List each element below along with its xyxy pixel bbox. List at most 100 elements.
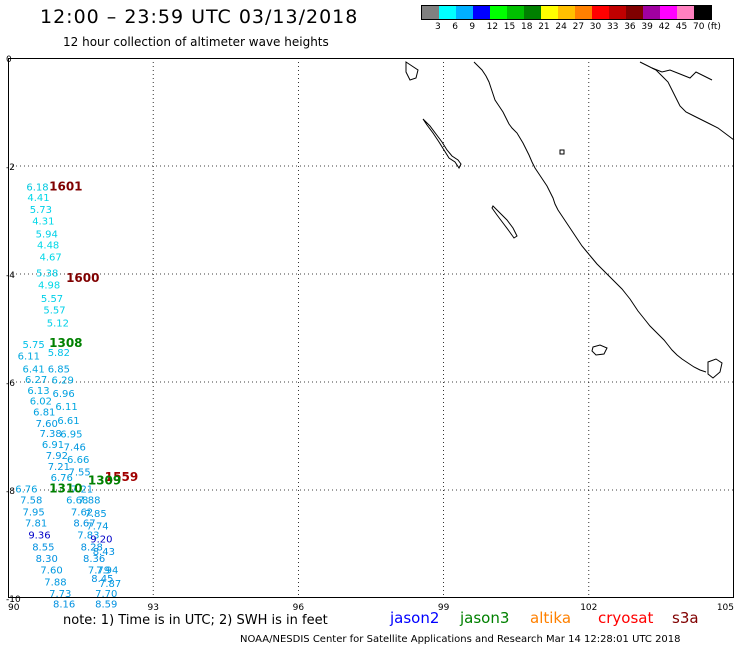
y-tick-label: -4 bbox=[6, 271, 15, 281]
color-scale-label: 45 bbox=[675, 22, 688, 32]
wave-height-value: 7.60 bbox=[36, 419, 58, 430]
wave-height-value: 8.67 bbox=[73, 519, 95, 530]
wave-height-value: 7.55 bbox=[69, 467, 91, 478]
pass-time-label: 1600 bbox=[66, 271, 99, 285]
wave-height-value: 6.96 bbox=[53, 389, 75, 400]
satellite-legend-jason3: jason3 bbox=[460, 609, 510, 627]
x-tick-label: 93 bbox=[147, 603, 158, 613]
coastline-peninsula bbox=[422, 118, 462, 169]
pass-time-label: 1309 bbox=[88, 474, 121, 488]
wave-height-value: 7.38 bbox=[39, 429, 61, 440]
wave-height-value: 4.67 bbox=[39, 253, 61, 264]
color-scale-labels: 3 6 9 12 15 18 21 24 27 30 33 36 39 42 45 70 (ft) bbox=[421, 22, 740, 36]
color-swatch bbox=[524, 6, 541, 19]
wave-height-value: 6.11 bbox=[55, 402, 77, 413]
wave-height-value: 8.45 bbox=[91, 574, 113, 585]
color-scale-label: 24 bbox=[555, 22, 567, 32]
satellite-legend-altika: altika bbox=[530, 609, 572, 627]
coastline-lake-a bbox=[405, 61, 419, 81]
color-scale-label: 70 (ft) bbox=[693, 22, 721, 32]
wave-height-value: 7.58 bbox=[20, 496, 42, 507]
x-tick-label: 102 bbox=[580, 603, 597, 613]
wave-height-value: 6.85 bbox=[48, 364, 70, 375]
map-frame bbox=[8, 58, 734, 598]
wave-height-value: 5.57 bbox=[41, 294, 63, 305]
wave-height-value: 7.92 bbox=[46, 451, 68, 462]
y-tick-label: -6 bbox=[6, 379, 15, 389]
wave-height-value: 7.81 bbox=[25, 519, 47, 530]
observation-labels: 6.184.415.734.31 5.944.484.67 5.384.98 5.57… bbox=[15, 179, 138, 610]
wave-height-value: 6.81 bbox=[33, 407, 55, 418]
wave-height-value: 7.21 bbox=[48, 462, 70, 473]
wave-height-value: 7.60 bbox=[40, 566, 62, 577]
wave-height-value: 5.12 bbox=[47, 318, 69, 329]
page-title: 12:00 – 23:59 UTC 03/13/2018 bbox=[40, 6, 359, 28]
wave-height-value: 5.82 bbox=[48, 348, 70, 359]
y-tick-label: -8 bbox=[6, 487, 15, 497]
pass-time-label: 1601 bbox=[49, 179, 82, 193]
wave-height-value: 6.41 bbox=[23, 364, 45, 375]
color-swatch bbox=[456, 6, 473, 19]
coastline-island-b bbox=[591, 344, 608, 356]
wave-height-value: 7.94 bbox=[96, 566, 118, 577]
coastline-lake-b bbox=[559, 149, 565, 155]
color-swatch bbox=[609, 6, 626, 19]
color-swatch bbox=[558, 6, 575, 19]
wave-height-value: 4.48 bbox=[37, 241, 59, 252]
wave-height-value: 7.79 bbox=[88, 566, 110, 577]
coastline-island-a bbox=[491, 205, 518, 239]
footer-note: note: 1) Time is in UTC; 2) SWH is in fe… bbox=[63, 613, 328, 628]
credit-line: NOAA/NESDIS Center for Satellite Applica… bbox=[240, 634, 681, 645]
wave-height-value: 7.62 bbox=[71, 507, 93, 518]
wave-height-value: 8.59 bbox=[95, 600, 117, 611]
wave-height-value: 8.43 bbox=[93, 547, 115, 558]
x-tick-label: 105 bbox=[717, 603, 734, 613]
color-scale-label: 27 bbox=[572, 22, 585, 32]
color-swatch bbox=[439, 6, 456, 19]
wave-height-value: 4.41 bbox=[27, 193, 49, 204]
wave-height-value: 4.31 bbox=[32, 216, 54, 227]
wave-height-value: 6.76 bbox=[51, 473, 73, 484]
wave-height-value: 5.75 bbox=[23, 340, 45, 351]
wave-height-value: 7.70 bbox=[95, 589, 117, 600]
color-scale-label: 6 bbox=[452, 22, 458, 32]
color-scale-label: 21 bbox=[538, 22, 550, 32]
wave-height-value: 6.02 bbox=[30, 397, 52, 408]
color-scale-label: 39 bbox=[641, 22, 653, 32]
page-subtitle: 12 hour collection of altimeter wave hei… bbox=[63, 35, 329, 49]
satellite-legend-s3a: s3a bbox=[672, 609, 699, 627]
color-swatch bbox=[694, 6, 711, 19]
color-swatch bbox=[541, 6, 558, 19]
color-scale-label: 3 bbox=[435, 22, 441, 32]
coastline-north-inlet bbox=[651, 67, 713, 81]
color-scale-label: 15 bbox=[503, 22, 516, 32]
wave-height-value: 6.29 bbox=[52, 376, 74, 387]
wave-height-value: 6.76 bbox=[15, 485, 37, 496]
wave-height-value: 7.95 bbox=[23, 507, 45, 518]
color-swatch bbox=[575, 6, 592, 19]
color-scale-label: 9 bbox=[469, 22, 476, 32]
wave-height-value: 7.83 bbox=[77, 531, 99, 542]
color-swatch bbox=[422, 6, 439, 19]
wave-height-value: 8.16 bbox=[53, 600, 75, 611]
color-swatch bbox=[507, 6, 524, 19]
wave-height-value: 9.36 bbox=[28, 531, 50, 542]
wave-height-value: 6.68 bbox=[66, 496, 88, 507]
tick-labels: 90 93 96 99 102 105 0 -2 -4 -6 -8 -10 bbox=[6, 55, 734, 613]
wave-height-value: 8.36 bbox=[83, 554, 105, 565]
pass-time-label: 1559 bbox=[105, 470, 138, 484]
color-swatch bbox=[677, 6, 694, 19]
y-tick-label: 0 bbox=[6, 55, 12, 65]
color-scale-label: 33 bbox=[607, 22, 619, 32]
wave-height-value: 7.21 bbox=[71, 485, 93, 496]
wave-height-value: 6.91 bbox=[42, 440, 64, 451]
color-swatch bbox=[643, 6, 660, 19]
wave-height-value: 6.27 bbox=[25, 375, 47, 386]
coastline-mainland bbox=[473, 61, 707, 373]
wave-height-value: 6.11 bbox=[18, 351, 40, 362]
color-scale-label: 36 bbox=[624, 22, 636, 32]
wave-height-value: 7.46 bbox=[64, 443, 86, 454]
color-swatch bbox=[473, 6, 490, 19]
wave-height-value: 5.73 bbox=[30, 205, 52, 216]
